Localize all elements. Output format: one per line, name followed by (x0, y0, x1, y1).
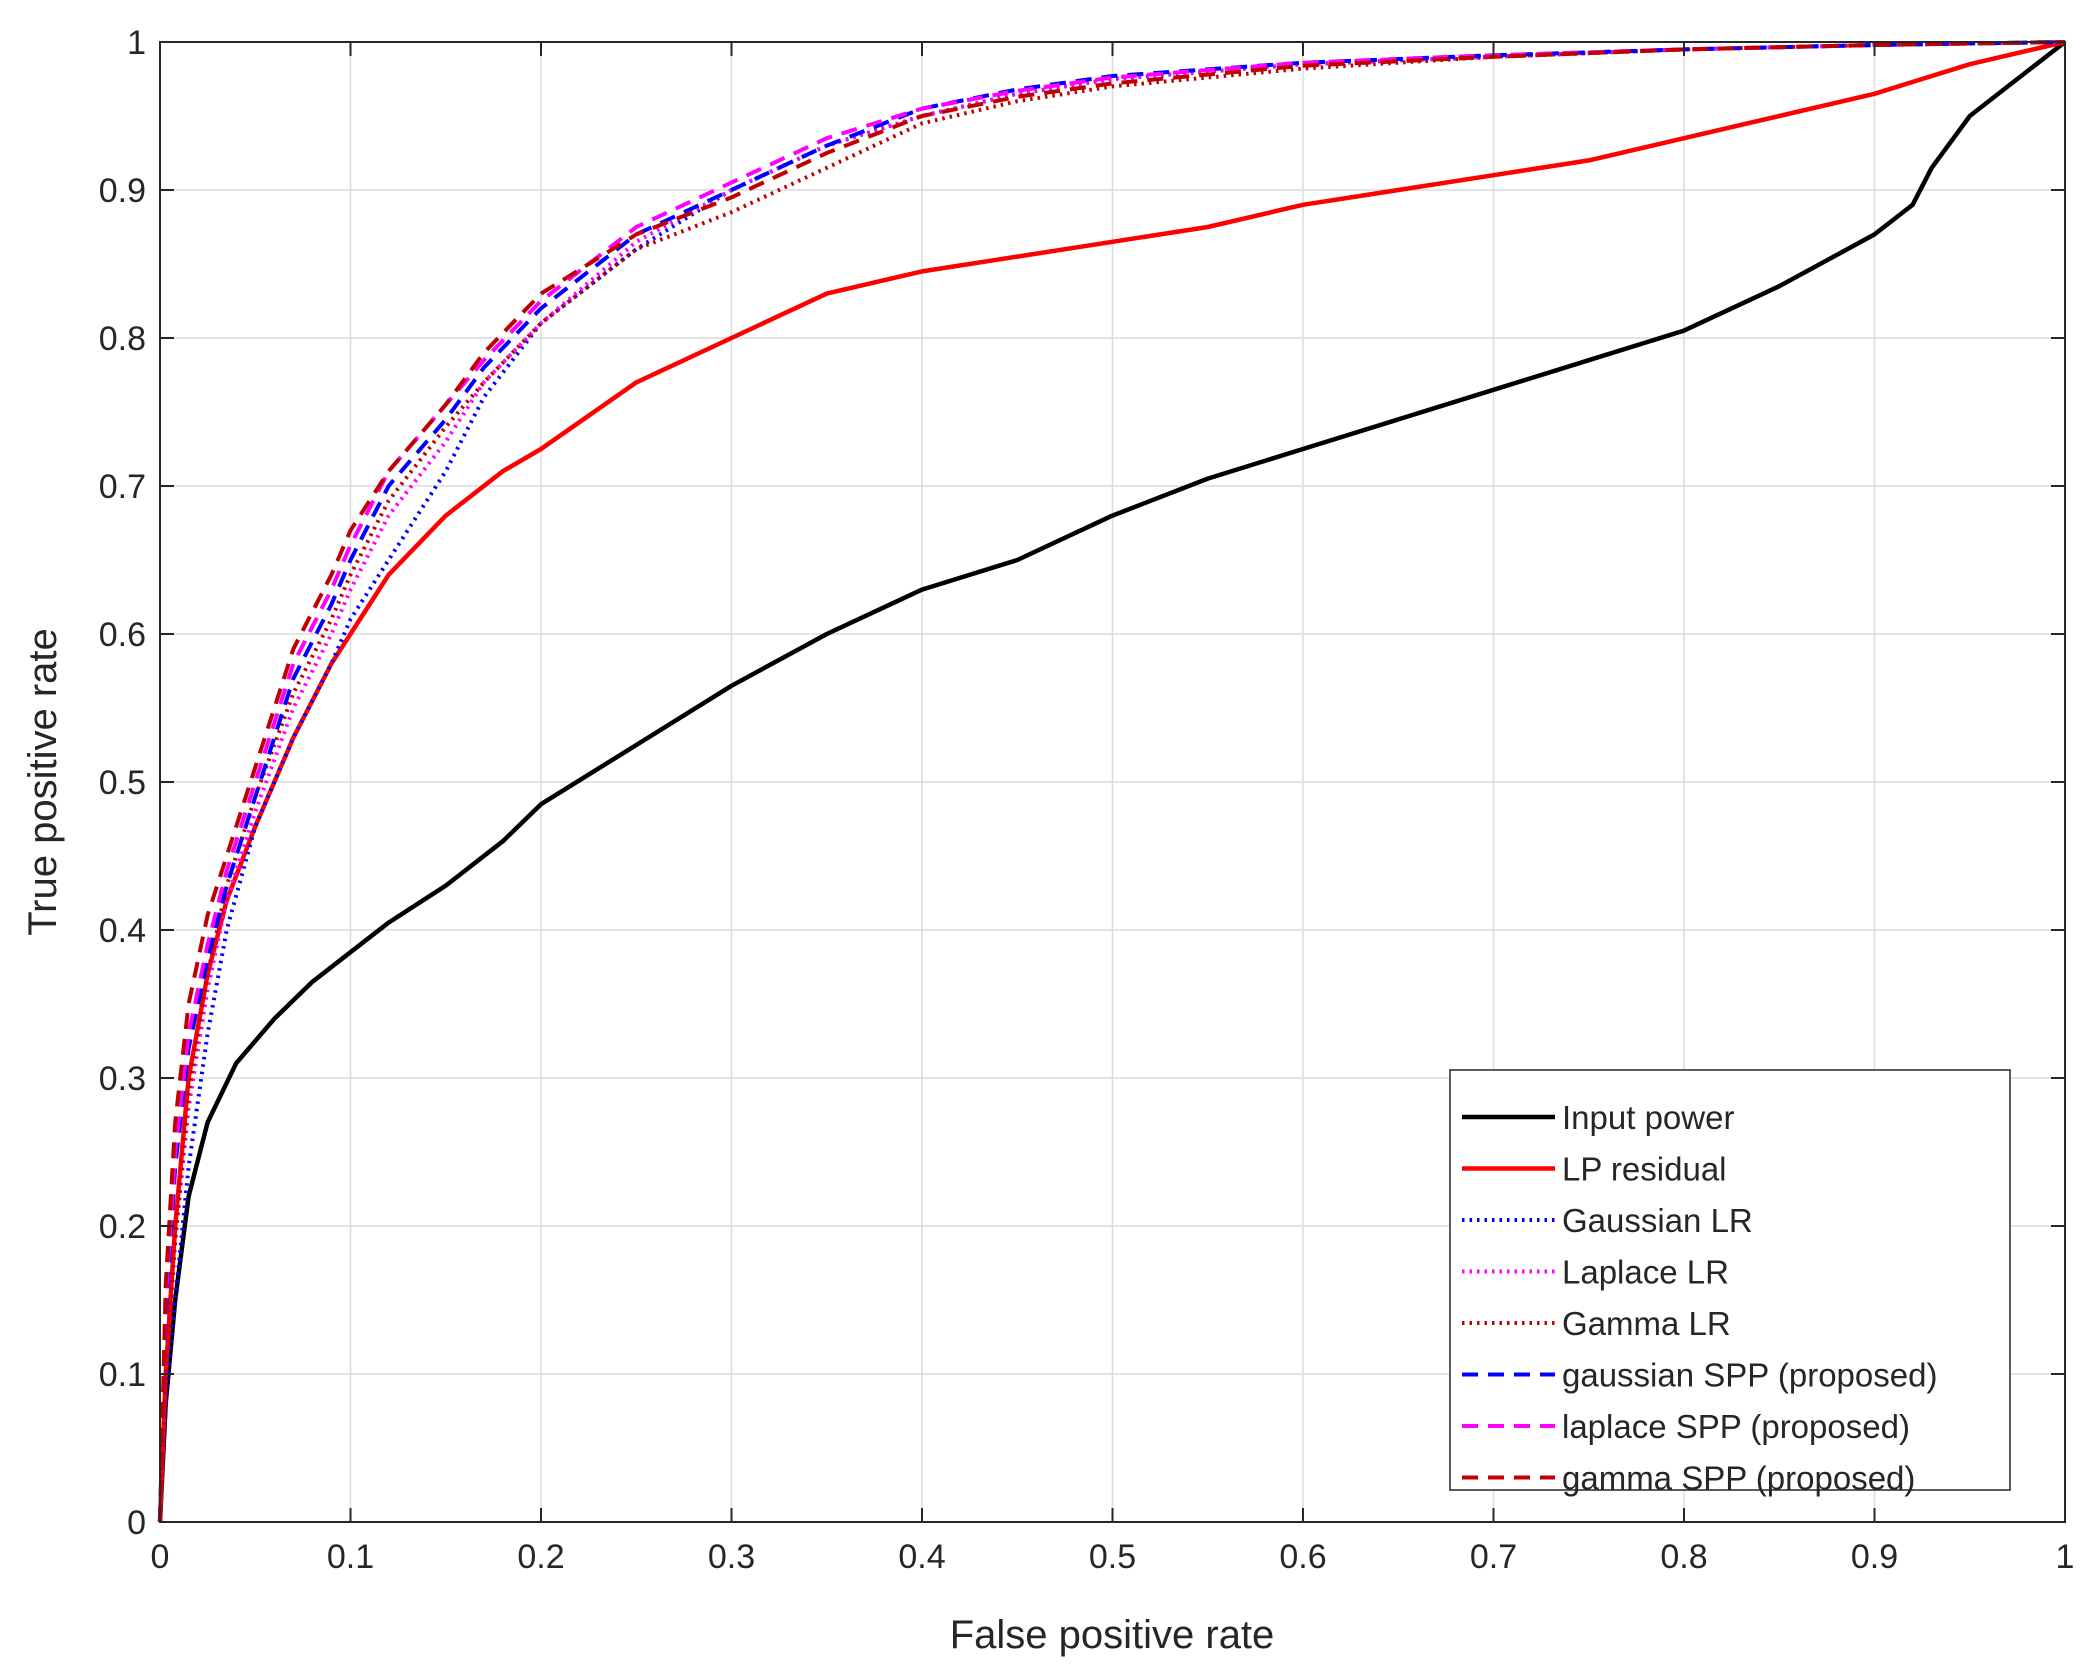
y-tick-label: 0.4 (99, 912, 146, 950)
legend-box (1449, 1069, 2011, 1491)
x-axis-title: False positive rate (950, 1613, 1275, 1657)
series-line-2 (157, 39, 2066, 1523)
y-tick-label: 0.3 (99, 1060, 146, 1098)
x-tick-label: 0.9 (1851, 1538, 1898, 1576)
tick-labels: 0 0.1 0.2 0.3 0.4 0.5 0.6 0.7 0.8 0.9 1 0 0.1 0.2 0.3 0… (99, 24, 2075, 1576)
x-tick-label: 0.8 (1660, 1538, 1707, 1576)
legend-label-5: Gamma LR (1562, 1305, 1731, 1342)
x-tick-label: 1 (2056, 1538, 2075, 1576)
x-tick-label: 0.5 (1089, 1538, 1136, 1576)
y-tick-label: 0.2 (99, 1208, 146, 1246)
x-tick-label: 0.4 (898, 1538, 945, 1576)
ticks (159, 41, 2066, 1523)
series-line-1 (157, 40, 2067, 1523)
y-axis-title: True positive rate (21, 628, 65, 936)
legend-label-6: gaussian SPP (proposed) (1562, 1357, 1937, 1394)
legend-label-1: Input power (1562, 1099, 1734, 1136)
legend-label-7: laplace SPP (proposed) (1562, 1408, 1910, 1445)
x-tick-label: 0.7 (1470, 1538, 1517, 1576)
y-tick-label: 0.5 (99, 764, 146, 802)
y-tick-label: 0.1 (99, 1356, 146, 1394)
x-tick-label: 0 (151, 1538, 170, 1576)
series-layer (157, 39, 2067, 1523)
legend-label-4: Laplace LR (1562, 1254, 1729, 1291)
legend: Input power LP residual Gaussian LR Laplace… (1449, 1069, 2011, 1497)
y-tick-label: 0 (127, 1504, 146, 1542)
series-line-7 (158, 40, 2066, 1523)
x-tick-label: 0.6 (1279, 1538, 1326, 1576)
x-tick-label: 0.1 (327, 1538, 374, 1576)
series-line-6 (158, 40, 2066, 1523)
series-line-8 (158, 40, 2066, 1523)
y-tick-label: 0.7 (99, 468, 146, 506)
series-line-4 (158, 40, 2066, 1523)
y-tick-label: 0.6 (99, 616, 146, 654)
legend-label-3: Gaussian LR (1562, 1202, 1753, 1239)
y-tick-label: 1 (127, 24, 146, 62)
x-tick-label: 0.2 (517, 1538, 564, 1576)
y-tick-label: 0.9 (99, 172, 146, 210)
x-tick-label: 0.3 (708, 1538, 755, 1576)
legend-label-8: gamma SPP (proposed) (1562, 1460, 1915, 1497)
y-tick-label: 0.8 (99, 320, 146, 358)
legend-label-2: LP residual (1562, 1151, 1727, 1188)
